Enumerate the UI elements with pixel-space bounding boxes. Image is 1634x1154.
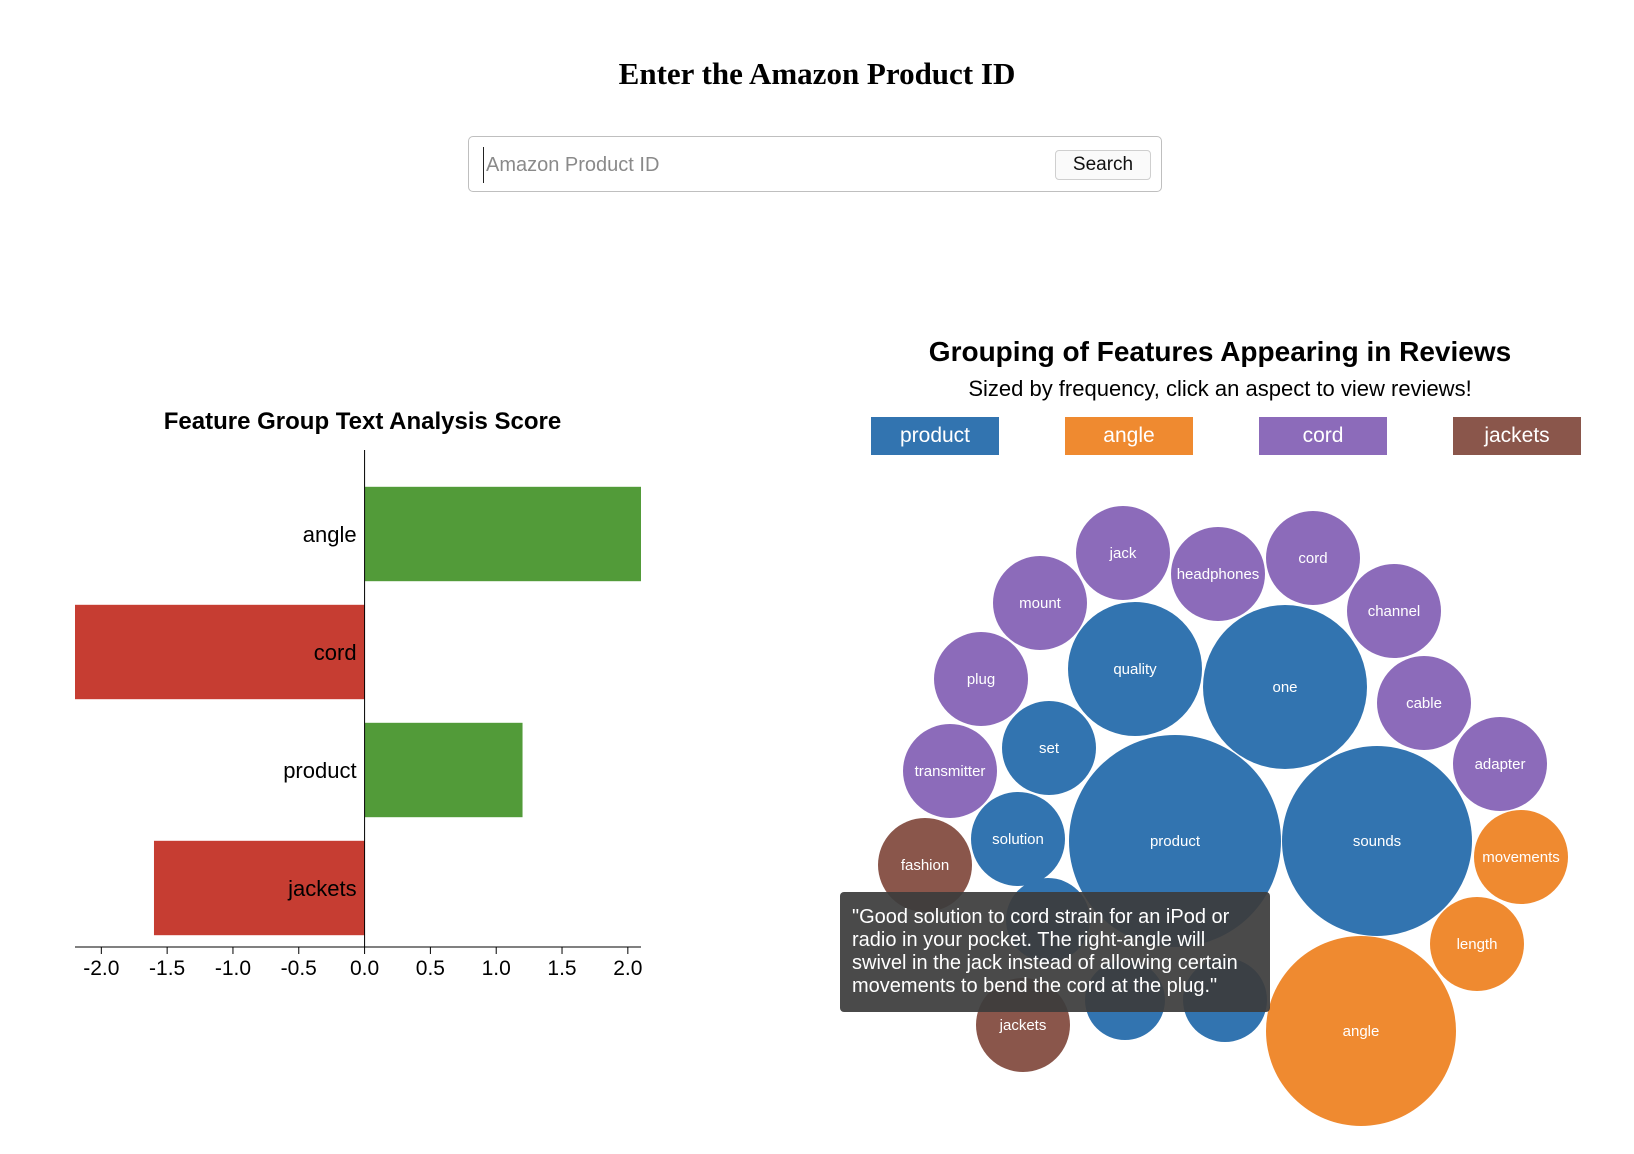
- bubble-circle[interactable]: [971, 792, 1065, 886]
- x-tick-label: -0.5: [281, 957, 317, 980]
- bubble-circle[interactable]: [1203, 605, 1367, 769]
- product-id-input[interactable]: [483, 147, 1008, 183]
- bubble-chart-title: Grouping of Features Appearing in Review…: [928, 336, 1512, 367]
- bar-angle[interactable]: [364, 486, 641, 582]
- bar-label-product: product: [283, 758, 356, 783]
- bubble-quality[interactable]: quality: [1068, 602, 1202, 736]
- x-tick-label: 0.0: [350, 957, 379, 980]
- bubble-label: channel: [1368, 603, 1421, 620]
- bubble-movements[interactable]: movements: [1474, 810, 1568, 904]
- bubble-label: solution: [992, 831, 1044, 848]
- bubble-circle[interactable]: [934, 632, 1028, 726]
- bubble-label: length: [1457, 936, 1498, 953]
- bubble-label: fashion: [901, 857, 949, 874]
- bubble-circle[interactable]: [1266, 936, 1456, 1126]
- bubble-circle[interactable]: [1002, 701, 1096, 795]
- bar-label-angle: angle: [303, 522, 357, 547]
- bar-cord[interactable]: [75, 604, 365, 700]
- bubble-plug[interactable]: plug: [934, 632, 1028, 726]
- bubble-label: angle: [1343, 1023, 1380, 1040]
- bubble-sounds[interactable]: sounds: [1282, 746, 1472, 936]
- bubble-mount[interactable]: mount: [993, 556, 1087, 650]
- bubble-label: quality: [1113, 661, 1157, 678]
- bubble-one[interactable]: one: [1203, 605, 1367, 769]
- legend-product[interactable]: product: [871, 417, 999, 455]
- bubble-length[interactable]: length: [1430, 897, 1524, 991]
- bubble-angle[interactable]: angle: [1266, 936, 1456, 1126]
- bubble-circle[interactable]: [1347, 564, 1441, 658]
- feature-score-bar-chart: angle cord product jackets -2.0 -1.5 -1.0 -0.5 0…: [75, 450, 642, 980]
- bar-product[interactable]: [364, 722, 523, 818]
- bubble-label: cord: [1298, 550, 1327, 567]
- bubble-circle[interactable]: [993, 556, 1087, 650]
- legend-angle[interactable]: angle: [1065, 417, 1193, 455]
- page-heading: Enter the Amazon Product ID: [618, 56, 1016, 91]
- legend-jackets[interactable]: jackets: [1453, 417, 1581, 455]
- bubble-set[interactable]: set: [1002, 701, 1096, 795]
- bar-label-cord: cord: [314, 640, 357, 665]
- bubble-circle[interactable]: [1076, 506, 1170, 600]
- bubble-jack[interactable]: jack: [1076, 506, 1170, 600]
- search-button[interactable]: Search: [1055, 150, 1151, 180]
- x-tick-label: 1.5: [547, 957, 576, 980]
- bubble-headphones[interactable]: headphones: [1171, 527, 1265, 621]
- bubble-circle[interactable]: [1171, 527, 1265, 621]
- bubble-circle[interactable]: [1266, 511, 1360, 605]
- bar-jackets[interactable]: [153, 840, 365, 936]
- bubble-circle[interactable]: [903, 724, 997, 818]
- x-tick-label: -1.5: [149, 957, 185, 980]
- bubble-fashion[interactable]: fashion: [878, 818, 972, 912]
- bubble-label: movements: [1482, 849, 1560, 866]
- bubble-circle[interactable]: [1453, 717, 1547, 811]
- bubble-label: plug: [967, 671, 995, 688]
- x-tick-label: 1.0: [482, 957, 511, 980]
- bubble-label: jack: [1109, 545, 1137, 562]
- x-tick-label: 0.5: [416, 957, 445, 980]
- x-tick-label: -2.0: [83, 957, 119, 980]
- bubble-label: sounds: [1353, 833, 1401, 850]
- bubble-label: set: [1039, 740, 1060, 757]
- bubble-cord[interactable]: cord: [1266, 511, 1360, 605]
- x-tick-label: 2.0: [613, 957, 642, 980]
- bubble-label: jackets: [999, 1017, 1047, 1034]
- bubble-circle[interactable]: [1474, 810, 1568, 904]
- bubble-label: mount: [1019, 595, 1062, 612]
- bubble-circle[interactable]: [1377, 656, 1471, 750]
- bubble-label: product: [1150, 833, 1201, 850]
- bubble-label: one: [1272, 679, 1297, 696]
- review-tooltip: "Good solution to cord strain for an iPo…: [840, 892, 1270, 1012]
- bubble-circle[interactable]: [878, 818, 972, 912]
- bar-label-jackets: jackets: [287, 876, 356, 901]
- bubble-label: adapter: [1475, 756, 1526, 773]
- bubble-cable[interactable]: cable: [1377, 656, 1471, 750]
- bubble-adapter[interactable]: adapter: [1453, 717, 1547, 811]
- x-tick-label: -1.0: [215, 957, 251, 980]
- bubble-label: transmitter: [915, 763, 986, 780]
- bubble-solution[interactable]: solution: [971, 792, 1065, 886]
- bubble-circle[interactable]: [1282, 746, 1472, 936]
- bubble-circle[interactable]: [1068, 602, 1202, 736]
- bubble-circle[interactable]: [1430, 897, 1524, 991]
- feature-bubble-chart: product sounds one quality set solution angle m…: [878, 506, 1568, 1126]
- bubble-channel[interactable]: channel: [1347, 564, 1441, 658]
- bar-chart-title: Feature Group Text Analysis Score: [163, 408, 562, 435]
- bubble-label: headphones: [1177, 566, 1260, 583]
- legend-cord[interactable]: cord: [1259, 417, 1387, 455]
- bubble-label: cable: [1406, 695, 1442, 712]
- search-box: Search: [468, 136, 1162, 192]
- bubble-transmitter[interactable]: transmitter: [903, 724, 997, 818]
- bubble-chart-subtitle: Sized by frequency, click an aspect to v…: [968, 376, 1472, 401]
